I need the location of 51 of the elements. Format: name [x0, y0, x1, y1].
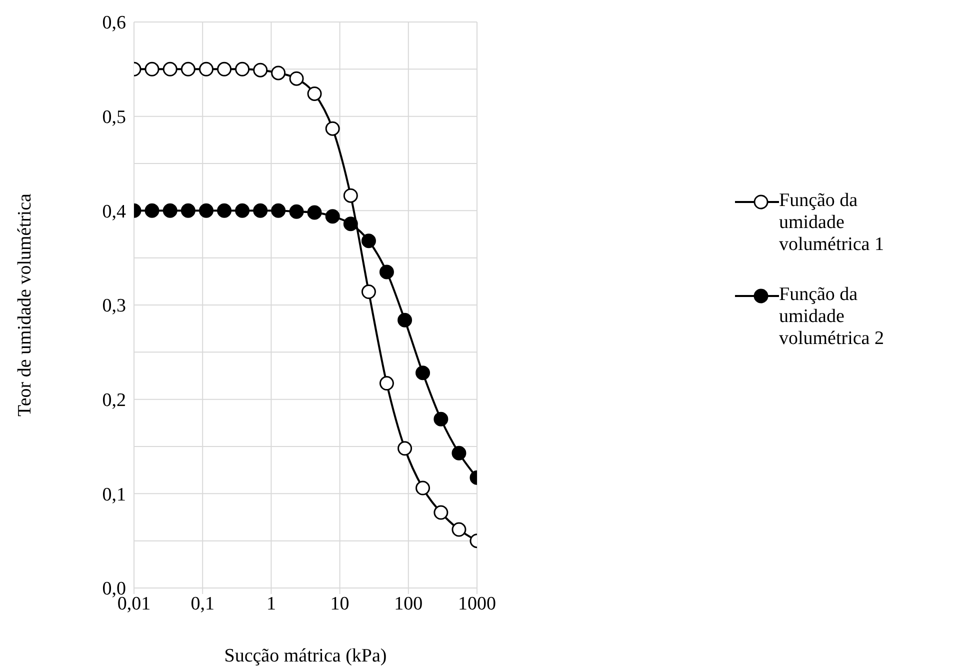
point	[144, 62, 160, 76]
point	[416, 366, 430, 380]
point	[343, 188, 358, 203]
point	[271, 203, 286, 218]
y-tick-label: 0,4	[102, 201, 126, 222]
point	[235, 62, 250, 76]
point	[253, 203, 268, 218]
legend-label: Função da umidade volumétrica 2	[779, 284, 885, 350]
point	[180, 203, 196, 218]
point	[198, 62, 214, 76]
point	[361, 234, 376, 248]
point	[398, 312, 412, 328]
point	[235, 203, 250, 218]
y-tick-label: 0,5	[102, 107, 126, 128]
point	[434, 412, 448, 426]
y-axis-title: Teor de umidade volumétrica	[14, 192, 36, 416]
point	[289, 204, 304, 219]
y-tick-label: 0,3	[102, 296, 126, 317]
point	[198, 203, 214, 218]
point	[307, 205, 322, 220]
legend-label: Função da umidade volumétrica 1	[779, 190, 885, 256]
point	[144, 203, 160, 218]
y-tick-label: 0,2	[102, 390, 126, 412]
point	[416, 480, 430, 496]
point	[398, 441, 412, 456]
x-tick-label: 10	[330, 593, 350, 614]
x-tick-label: 0,1	[190, 593, 214, 614]
point	[271, 66, 286, 80]
point	[307, 86, 322, 101]
point	[452, 522, 466, 537]
x-tick-label: 100	[394, 593, 423, 614]
point	[289, 71, 304, 86]
point	[217, 62, 232, 76]
point	[361, 284, 376, 300]
point	[343, 216, 358, 232]
point	[379, 376, 394, 391]
point	[325, 209, 340, 224]
x-axis-title: Sucção mátrica (kPa)	[224, 645, 387, 666]
point	[162, 203, 178, 218]
y-tick-label: 0,1	[102, 484, 126, 506]
point	[452, 446, 466, 460]
point	[162, 62, 178, 76]
point	[180, 62, 196, 76]
point	[253, 62, 268, 78]
point	[217, 203, 232, 218]
x-tick-label: 1000	[458, 593, 496, 614]
y-tick-label: 0,6	[102, 12, 126, 34]
x-tick-label: 1	[266, 593, 276, 614]
point	[379, 264, 394, 280]
point	[434, 505, 448, 520]
point	[325, 121, 340, 136]
